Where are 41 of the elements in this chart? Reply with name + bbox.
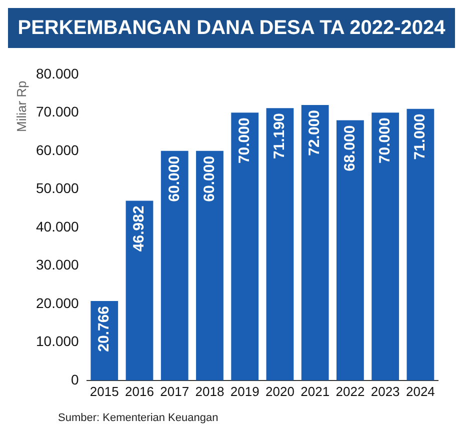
data-label: 70.000 [236, 118, 253, 164]
data-label: 46.982 [130, 206, 148, 252]
data-label: 71.190 [271, 113, 288, 159]
data-label: 72.000 [306, 110, 324, 156]
bar [196, 150, 224, 380]
bar [231, 112, 259, 380]
y-tick-label: 80.000 [36, 65, 80, 82]
bar [406, 108, 434, 380]
x-tick-label: 2020 [266, 384, 294, 399]
x-tick-label: 2022 [336, 384, 365, 399]
y-tick-label: 0 [71, 371, 80, 388]
x-tick-label: 2024 [406, 384, 435, 399]
y-tick-label: 50.000 [36, 180, 80, 196]
y-tick-label: 70.000 [36, 104, 80, 120]
text: Sumber: Kementerian Keuangan [58, 412, 218, 424]
chart-title: PERKEMBANGAN DANA DESA TA 2022-2024 [8, 8, 455, 48]
data-label: 20.766 [96, 306, 113, 352]
x-tick-label: 2016 [125, 384, 154, 399]
bar [301, 105, 329, 380]
x-tick-label: 2018 [195, 384, 224, 399]
y-tick-label: 30.000 [36, 256, 80, 273]
data-label: 68.000 [341, 125, 358, 172]
x-tick-label: 2017 [160, 384, 190, 399]
bar [126, 200, 154, 380]
data-label: 60.000 [166, 156, 183, 202]
x-tick-label: 2019 [230, 384, 260, 399]
x-tick-label: 2015 [90, 384, 119, 399]
bar [336, 120, 364, 380]
y-tick-label: 10.000 [36, 333, 80, 350]
bar [372, 112, 400, 380]
x-tick-label: 2021 [300, 384, 330, 399]
y-tick-label: 40.000 [36, 218, 80, 234]
data-label: 60.000 [200, 156, 218, 202]
bar [160, 150, 188, 380]
data-label: 70.000 [376, 118, 394, 164]
data-label: 71.000 [412, 114, 429, 160]
y-axis-title: Miliar Rp [14, 80, 29, 132]
y-tick-label: 20.000 [36, 294, 80, 311]
x-tick-label: 2023 [370, 384, 400, 399]
y-tick-label: 60.000 [36, 142, 80, 158]
bar [266, 108, 294, 380]
